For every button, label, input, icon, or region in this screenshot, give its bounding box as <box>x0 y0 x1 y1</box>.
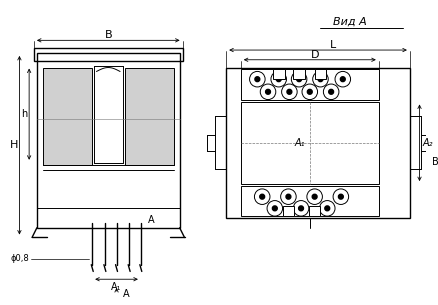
Bar <box>272 70 284 79</box>
Bar <box>240 70 378 99</box>
Circle shape <box>272 206 277 211</box>
Text: D: D <box>310 50 318 60</box>
Text: A: A <box>123 289 130 299</box>
Bar <box>308 206 320 216</box>
Text: A₂: A₂ <box>421 138 431 148</box>
Bar <box>282 206 293 216</box>
Text: L: L <box>329 40 335 50</box>
Circle shape <box>276 77 280 82</box>
Circle shape <box>285 194 290 199</box>
Bar <box>124 67 173 165</box>
Bar <box>42 67 92 165</box>
Circle shape <box>328 89 333 94</box>
Circle shape <box>296 77 301 82</box>
Circle shape <box>338 194 343 199</box>
Text: A₁: A₁ <box>294 138 304 148</box>
Circle shape <box>339 77 344 82</box>
Bar <box>34 48 182 61</box>
Bar <box>314 70 325 79</box>
Circle shape <box>259 194 264 199</box>
Bar <box>240 102 378 184</box>
Circle shape <box>317 77 322 82</box>
Circle shape <box>324 206 329 211</box>
Circle shape <box>311 194 316 199</box>
Text: B₁: B₁ <box>431 157 438 167</box>
Text: ϕ0,8: ϕ0,8 <box>10 254 29 263</box>
Text: B: B <box>104 30 112 40</box>
Text: Вид А: Вид А <box>332 17 366 27</box>
Bar <box>226 67 409 218</box>
Text: H: H <box>9 140 18 150</box>
Circle shape <box>307 89 311 94</box>
Circle shape <box>286 89 291 94</box>
Bar <box>293 70 304 79</box>
Text: h: h <box>21 109 27 119</box>
Text: A: A <box>147 215 154 225</box>
Bar <box>37 53 179 228</box>
Bar <box>240 186 378 216</box>
Text: A₁: A₁ <box>111 282 121 292</box>
Circle shape <box>265 89 270 94</box>
Circle shape <box>254 77 259 82</box>
Circle shape <box>298 206 303 211</box>
